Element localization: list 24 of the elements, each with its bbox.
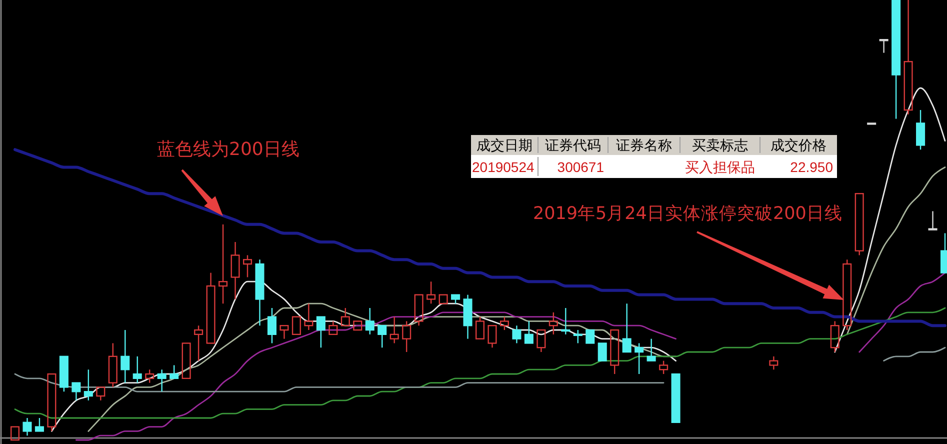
candlestick [255,259,264,326]
annotation: 成交日期 [476,137,532,153]
candlestick [390,316,399,344]
candlestick [22,417,32,436]
candlestick [218,224,228,304]
annotation: 2019年5月24日实体涨停突破200日线 [533,203,842,224]
annotation: 300671 [557,159,604,175]
annotation: 证券代码 [545,137,601,153]
candlestick [561,307,570,335]
candlestick [463,294,472,340]
annotation: 22.950 [790,159,834,175]
candlestick [120,329,130,384]
candlestick [230,241,240,300]
candlestick [769,356,778,370]
candlestick [512,325,522,344]
annotation: 买卖标志 [692,137,748,153]
annotation: 20190524 [472,159,535,175]
annotation: 买入担保品 [685,159,755,175]
annotation: 成交价格 [770,137,826,153]
candlestick [304,303,314,331]
annotation: 证券名称 [616,137,672,153]
candlestick [157,369,166,392]
annotation: 蓝色线为200日线 [157,139,300,160]
candlestick [904,0,913,115]
